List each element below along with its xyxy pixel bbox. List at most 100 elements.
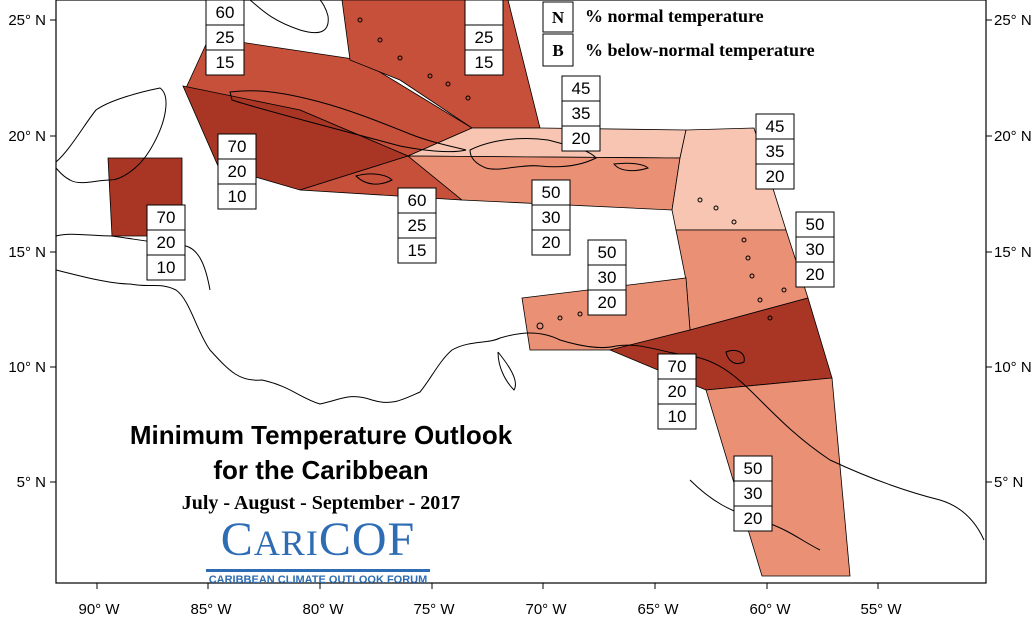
- prob-cell-trinidad-tobago-2: [657, 403, 697, 430]
- cuba-coast: [229, 90, 467, 153]
- legend: N % normal temperature B % below-normal …: [542, 1, 815, 67]
- prob-stack-hispaniola-south: 50 30 20: [531, 179, 571, 256]
- prob-value-guianas-1: 30: [744, 484, 763, 503]
- lat-label-15: 15° N: [8, 244, 46, 261]
- prob-cell-bahamas-east-1: [464, 24, 504, 51]
- prob-stack-guianas: 50 30 20: [733, 455, 773, 532]
- prob-value-windward-islands-2: 20: [806, 265, 825, 284]
- lat-label-15-right: 15° N: [994, 244, 1032, 261]
- lon-label-85: 85° W: [190, 601, 232, 618]
- prob-value-bahamas-north-2: 15: [216, 53, 235, 72]
- prob-cell-belize-1: [146, 229, 186, 256]
- prob-cell-hispaniola-north-2: [561, 125, 601, 152]
- map-title-line1: Minimum Temperature Outlook: [129, 420, 513, 450]
- prob-value-hispaniola-north-1: 35: [572, 104, 591, 123]
- lon-ticks: [96, 583, 879, 589]
- lake-maracaibo: [497, 351, 516, 391]
- logo-tagline: CARIBBEAN CLIMATE OUTLOOK FORUM: [208, 574, 428, 586]
- lat-label-25-right: 25° N: [994, 12, 1032, 29]
- legend-key-n: N: [552, 8, 565, 27]
- legend-key-n-box: [542, 1, 574, 33]
- prob-value-hispaniola-north-0: 45: [572, 79, 591, 98]
- prob-cell-cuba-east-jamaica-2: [397, 237, 437, 264]
- prob-value-cuba-west-2: 10: [228, 187, 247, 206]
- lat-ticks: [50, 19, 992, 483]
- prob-value-trinidad-tobago-2: 10: [668, 407, 687, 426]
- jamaica-coast: [355, 173, 393, 185]
- prob-cell-bahamas-east-0: [464, 0, 504, 26]
- south-america-north-coast: [499, 332, 985, 541]
- prob-cell-belize-2: [146, 254, 186, 281]
- prob-value-bahamas-east-2: 15: [475, 53, 494, 72]
- season-label: July - August - September - 2017: [181, 492, 461, 514]
- prob-cell-abc-islands-1: [587, 264, 627, 291]
- prob-stack-bahamas-north: 60 25 15: [205, 0, 245, 76]
- prob-stack-hispaniola-north: 45 35 20: [561, 75, 601, 152]
- prob-value-cuba-west-0: 70: [228, 137, 247, 156]
- prob-value-hispaniola-south-2: 20: [542, 233, 561, 252]
- hispaniola-coast: [469, 137, 597, 170]
- prob-cell-cuba-east-jamaica-0: [397, 187, 437, 214]
- prob-value-hispaniola-south-0: 50: [542, 183, 561, 202]
- prob-value-windward-islands-1: 30: [806, 240, 825, 259]
- prob-value-cuba-east-jamaica-0: 60: [408, 191, 427, 210]
- prob-value-cuba-east-jamaica-1: 25: [408, 216, 427, 235]
- prob-value-cuba-east-jamaica-2: 15: [408, 241, 427, 260]
- prob-cell-leeward-islands-2: [755, 163, 795, 190]
- prob-cell-cuba-west-2: [217, 183, 257, 210]
- logo-bar: [206, 569, 430, 572]
- caricof-logo: CARICOF CARIBBEAN CLIMATE OUTLOOK FORUM: [202, 516, 434, 586]
- prob-cell-cuba-east-jamaica-1: [397, 212, 437, 239]
- prob-cell-windward-islands-2: [795, 261, 835, 288]
- legend-key-b-box: [542, 33, 574, 67]
- prob-cell-guianas-2: [733, 505, 773, 532]
- prob-cell-trinidad-tobago-1: [657, 378, 697, 405]
- lon-label-80: 80° W: [302, 601, 344, 618]
- outlook-regions: [107, 0, 851, 577]
- prob-cell-hispaniola-south-1: [531, 204, 571, 231]
- lon-label-55: 55° W: [860, 601, 902, 618]
- prob-stack-abc-islands: 50 30 20: [587, 239, 627, 316]
- prob-value-leeward-islands-1: 35: [766, 142, 785, 161]
- prob-cell-guianas-0: [733, 455, 773, 482]
- florida-coast: [249, 0, 329, 34]
- puerto-rico-coast: [613, 162, 649, 172]
- prob-cell-abc-islands-2: [587, 289, 627, 316]
- yucatan-coast: [55, 87, 167, 184]
- lat-label-5-right: 5° N: [994, 474, 1023, 491]
- prob-value-belize-1: 20: [157, 233, 176, 252]
- prob-cell-bahamas-north-0: [205, 0, 245, 26]
- lat-label-20-right: 20° N: [994, 128, 1032, 145]
- prob-value-belize-0: 70: [157, 208, 176, 227]
- prob-value-trinidad-tobago-1: 20: [668, 382, 687, 401]
- prob-value-hispaniola-south-1: 30: [542, 208, 561, 227]
- lat-label-25: 25° N: [8, 12, 46, 29]
- prob-value-leeward-islands-0: 45: [766, 117, 785, 136]
- prob-stack-trinidad-tobago: 70 20 10: [657, 353, 697, 430]
- prob-stack-belize: 70 20 10: [146, 204, 186, 281]
- prob-cell-hispaniola-south-0: [531, 179, 571, 206]
- prob-value-hispaniola-north-2: 20: [572, 129, 591, 148]
- prob-cell-leeward-islands-1: [755, 138, 795, 165]
- legend-text-n: % normal temperature: [585, 6, 764, 26]
- prob-stack-windward-islands: 50 30 20: [795, 211, 835, 288]
- prob-value-bahamas-east-1: 25: [475, 28, 494, 47]
- prob-value-belize-2: 10: [157, 258, 176, 277]
- prob-stack-leeward-islands: 45 35 20: [755, 113, 795, 190]
- prob-value-trinidad-tobago-0: 70: [668, 357, 687, 376]
- prob-cell-trinidad-tobago-0: [657, 353, 697, 380]
- lat-label-10: 10° N: [8, 359, 46, 376]
- lon-label-90: 90° W: [78, 601, 120, 618]
- prob-value-windward-islands-0: 50: [806, 215, 825, 234]
- prob-value-bahamas-north-1: 25: [216, 28, 235, 47]
- lon-label-65: 65° W: [637, 601, 679, 618]
- central-america-coast: [55, 269, 501, 405]
- lat-label-20: 20° N: [8, 128, 46, 145]
- prob-value-abc-islands-0: 50: [598, 243, 617, 262]
- prob-value-guianas-2: 20: [744, 509, 763, 528]
- legend-key-b: B: [552, 41, 563, 60]
- prob-cell-belize-0: [146, 204, 186, 231]
- legend-text-b: % below-normal temperature: [585, 40, 815, 60]
